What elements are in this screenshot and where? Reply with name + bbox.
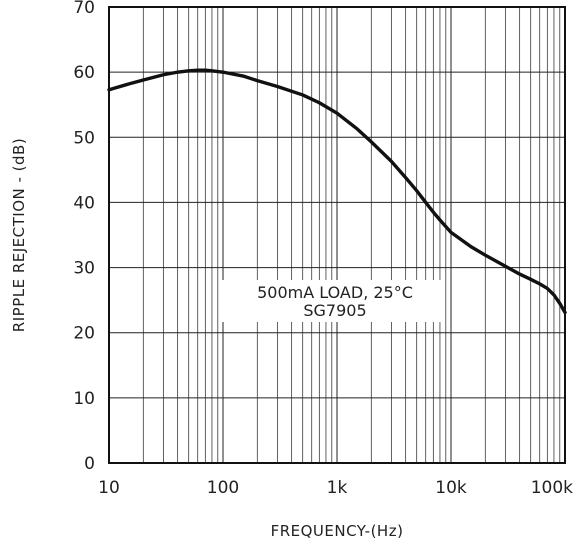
y-tick-label: 20	[73, 324, 95, 344]
grid-lines	[108, 6, 566, 464]
x-tick-label: 10k	[435, 478, 467, 498]
y-tick-label: 70	[73, 0, 95, 18]
y-tick-label: 30	[73, 259, 95, 279]
x-tick-label: 1k	[327, 478, 348, 498]
plot-frame	[108, 6, 566, 464]
x-tick-label: 10	[98, 478, 120, 498]
x-tick-label: 100k	[531, 478, 573, 498]
y-axis-title: RIPPLE REJECTION - (dB)	[10, 138, 28, 332]
y-tick-label: 60	[73, 63, 95, 83]
y-tick-label: 50	[73, 128, 95, 148]
annotation-box: 500mA LOAD, 25°C SG7905	[222, 280, 444, 322]
series-curve-group	[107, 68, 567, 315]
y-tick-label: 40	[73, 193, 95, 213]
x-axis-title: FREQUENCY-(Hz)	[271, 522, 404, 540]
y-tick-label: 10	[73, 389, 95, 409]
annotation-line-1: 500mA LOAD, 25°C	[257, 283, 413, 302]
ripple-rejection-curve	[107, 68, 567, 315]
annotation-line-2: SG7905	[303, 301, 366, 320]
y-tick-label: 0	[84, 454, 95, 474]
x-tick-label: 100	[207, 478, 239, 498]
annotation-background	[222, 280, 444, 322]
